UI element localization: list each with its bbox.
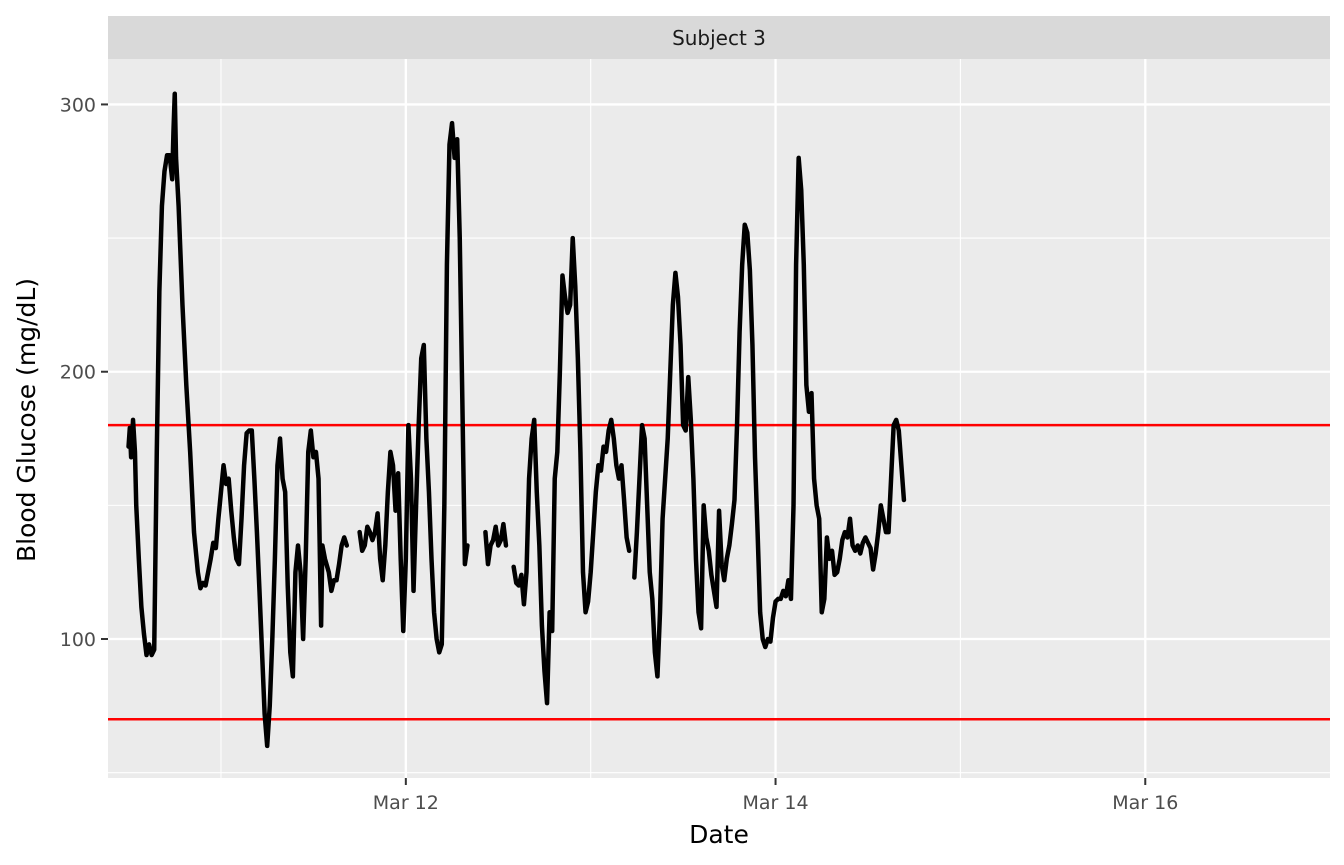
facet-strip-label: Subject 3: [672, 26, 766, 50]
x-axis-title: Date: [689, 820, 749, 849]
x-axis: Mar 12 Mar 14 Mar 16: [373, 778, 1178, 814]
y-tick-label: 200: [60, 362, 96, 384]
glucose-line-segment-1: [126, 91, 350, 749]
reference-lines: [108, 423, 1330, 721]
x-tick-label: Mar 14: [743, 792, 809, 814]
plot-panel: [108, 59, 1330, 778]
glucose-series: [126, 91, 907, 749]
y-tick-label: 100: [60, 629, 96, 651]
gridlines: [108, 59, 1330, 778]
strip-background: [108, 16, 1330, 59]
y-axis-title: Blood Glucose (mg/dL): [12, 278, 41, 562]
glucose-line-segment-3: [483, 521, 509, 567]
y-tick-label: 300: [60, 94, 96, 116]
glucose-line-segment-5: [632, 155, 907, 679]
x-tick-label: Mar 16: [1112, 792, 1178, 814]
glucose-line-segment-2: [357, 120, 470, 655]
x-tick-label: Mar 12: [373, 792, 439, 814]
y-axis: 100 200 300: [60, 94, 108, 651]
glucose-line-segment-4: [511, 235, 632, 706]
